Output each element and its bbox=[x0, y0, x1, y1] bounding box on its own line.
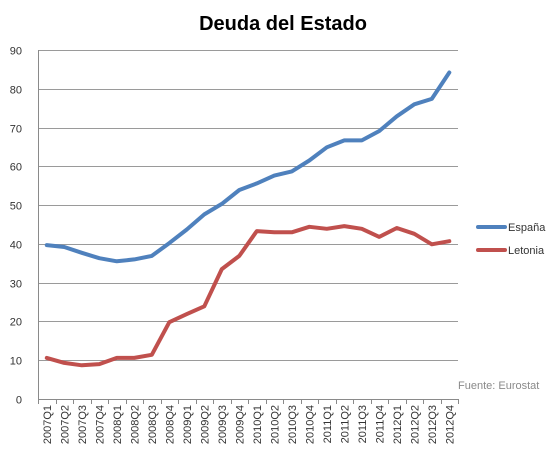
legend-label-letonia: Letonia bbox=[508, 245, 545, 257]
y-tick-label: 20 bbox=[10, 317, 22, 329]
series-line-letonia bbox=[44, 224, 452, 368]
data-series bbox=[44, 70, 452, 368]
y-tick-label: 0 bbox=[16, 395, 22, 407]
y-tick-label: 40 bbox=[10, 240, 22, 252]
y-tick-label: 80 bbox=[10, 85, 22, 97]
axes bbox=[38, 50, 459, 404]
x-tick-label: 2008Q3 bbox=[147, 405, 159, 444]
gridlines bbox=[38, 50, 458, 361]
legend: España Letonia bbox=[476, 222, 546, 257]
x-tick-label: 2007Q2 bbox=[59, 405, 71, 444]
y-tick-label: 60 bbox=[10, 162, 22, 174]
x-tick-label: 2011Q4 bbox=[374, 405, 386, 443]
x-tick-label: 2009Q1 bbox=[182, 405, 194, 444]
x-tick-label: 2007Q4 bbox=[94, 405, 106, 444]
y-tick-label: 10 bbox=[10, 356, 22, 368]
y-tick-label: 30 bbox=[10, 279, 22, 291]
source-note: Fuente: Eurostat bbox=[458, 380, 539, 392]
x-tick-label: 2008Q1 bbox=[112, 405, 124, 444]
y-tick-label: 50 bbox=[10, 201, 22, 213]
y-tick-label: 70 bbox=[10, 124, 22, 136]
x-tick-label: 2010Q4 bbox=[304, 405, 316, 444]
x-tick-label: 2009Q2 bbox=[199, 405, 211, 444]
x-tick-label: 2009Q4 bbox=[234, 405, 246, 444]
x-tick-label: 2010Q2 bbox=[269, 405, 281, 444]
x-tick-label: 2012Q3 bbox=[427, 405, 439, 444]
chart-title: Deuda del Estado bbox=[199, 13, 367, 35]
x-tick-label: 2011Q3 bbox=[357, 405, 369, 443]
series-line-espana bbox=[44, 70, 452, 264]
x-tick-label: 2009Q3 bbox=[217, 405, 229, 444]
x-tick-label: 2011Q2 bbox=[339, 405, 351, 443]
x-tick-label: 2007Q1 bbox=[42, 405, 54, 444]
x-tick-label: 2011Q1 bbox=[322, 405, 334, 443]
x-tick-label: 2008Q2 bbox=[129, 405, 141, 444]
x-tick-label: 2012Q1 bbox=[392, 405, 404, 444]
y-axis-tick-labels: 0 10 20 30 40 50 60 70 80 90 bbox=[10, 46, 22, 407]
x-axis-tick-labels: 2007Q1 2007Q2 2007Q3 2007Q4 2008Q1 2008Q2 2008… bbox=[42, 405, 457, 444]
x-tick-label: 2012Q4 bbox=[444, 405, 456, 444]
x-tick-label: 2008Q4 bbox=[164, 405, 176, 444]
legend-label-espana: España bbox=[508, 222, 546, 234]
x-tick-label: 2010Q3 bbox=[287, 405, 299, 444]
y-tick-label: 90 bbox=[10, 46, 22, 58]
x-tick-label: 2007Q3 bbox=[77, 405, 89, 444]
x-tick-label: 2012Q2 bbox=[409, 405, 421, 444]
x-tick-label: 2010Q1 bbox=[252, 405, 264, 444]
